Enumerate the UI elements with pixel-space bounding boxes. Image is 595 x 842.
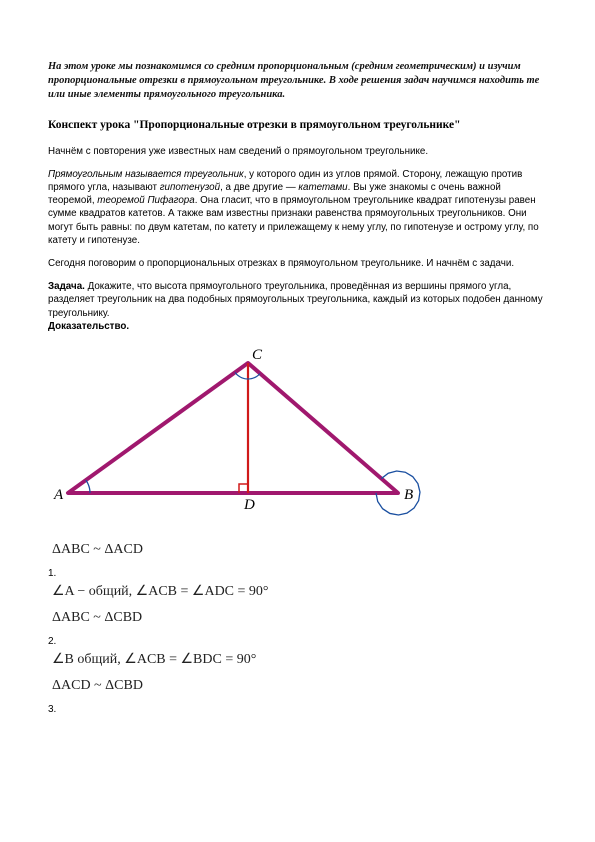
svg-text:A: A	[53, 487, 64, 503]
task-paragraph: Задача. Докажите, что высота прямоугольн…	[48, 280, 547, 333]
math-angles-2: ∠B общий, ∠ACB = ∠BDC = 90°	[48, 651, 547, 668]
term-right-triangle: Прямоугольным называется треугольник	[48, 169, 244, 180]
proof-steps: ΔABC ~ ΔACD 1. ∠A − общий, ∠ACB = ∠ADC =…	[48, 542, 547, 715]
intro-text: На этом уроке мы познакомимся со средним…	[48, 60, 547, 103]
step-number-2: 2.	[48, 636, 56, 647]
triangle-diagram: A B C D	[48, 343, 547, 526]
svg-text:D: D	[243, 497, 255, 513]
task-text: Докажите, что высота прямоугольного треу…	[48, 281, 543, 318]
lesson-title: Конспект урока "Пропорциональные отрезки…	[48, 119, 547, 131]
paragraph-3: Сегодня поговорим о пропорциональных отр…	[48, 257, 547, 270]
paragraph-2: Прямоугольным называется треугольник, у …	[48, 168, 547, 247]
svg-text:B: B	[404, 487, 413, 503]
task-label: Задача.	[48, 281, 85, 292]
term-pythagoras: теоремой Пифагора	[97, 195, 194, 206]
math-similar-1: ΔABC ~ ΔACD	[48, 542, 547, 558]
math-angles-1: ∠A − общий, ∠ACB = ∠ADC = 90°	[48, 583, 547, 600]
math-similar-3: ΔACD ~ ΔCBD	[48, 678, 547, 694]
proof-label: Доказательство.	[48, 321, 129, 332]
paragraph-1: Начнём с повторения уже известных нам св…	[48, 145, 547, 158]
document-page: На этом уроке мы познакомимся со средним…	[0, 0, 595, 735]
step-number-3: 3.	[48, 704, 56, 715]
term-legs: катетами	[298, 182, 347, 193]
step-number-1: 1.	[48, 568, 56, 579]
math-similar-2: ΔABC ~ ΔCBD	[48, 610, 547, 626]
svg-text:C: C	[252, 347, 263, 363]
term-hypotenuse: гипотенузой	[160, 182, 220, 193]
text: , а две другие —	[220, 182, 298, 193]
